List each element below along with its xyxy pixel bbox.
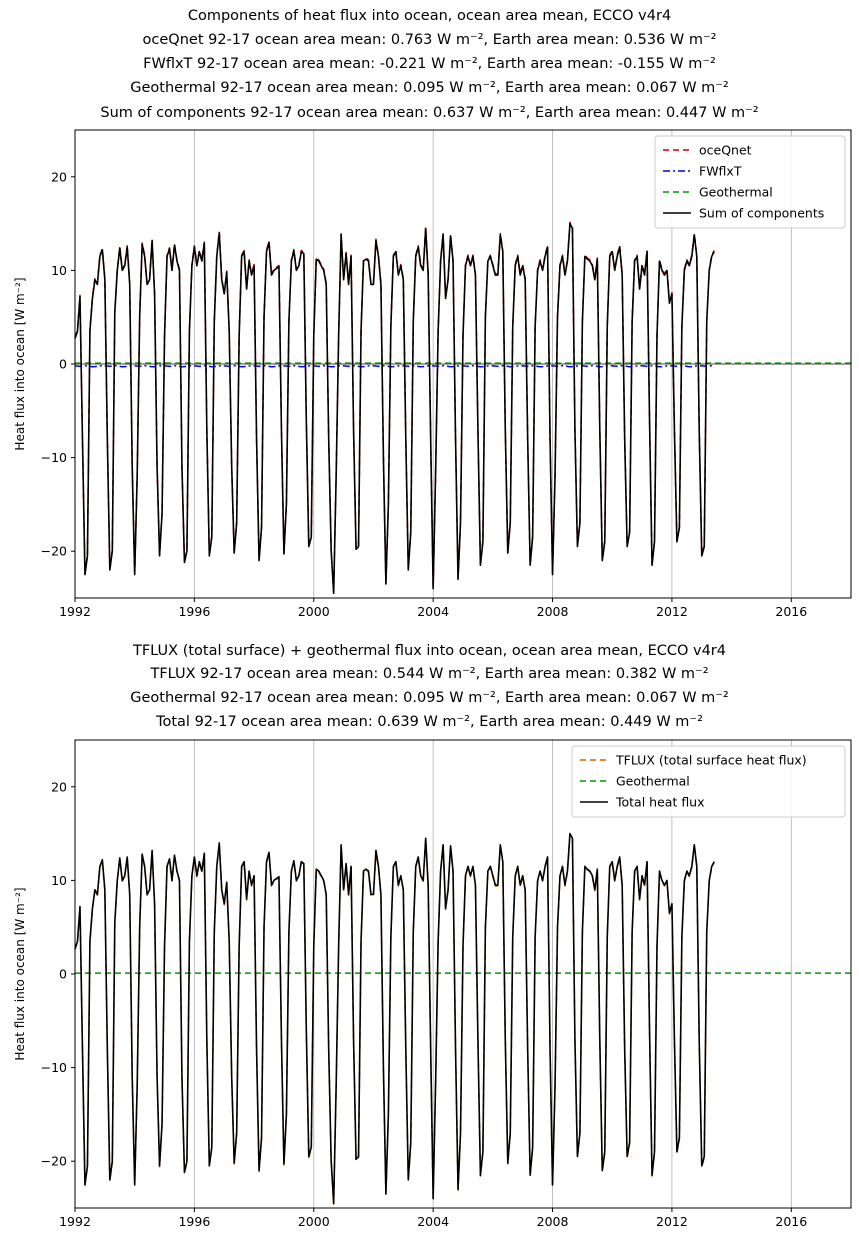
chart2-y-tick-label: 20 — [51, 779, 67, 794]
chart1-x-tick-label: 2000 — [298, 604, 330, 619]
chart1-title-line-4: Geothermal 92-17 ocean area mean: 0.095 … — [130, 80, 729, 96]
chart2-x-tick-label: 2012 — [656, 1214, 688, 1229]
chart2-series-total-heat-flux — [74, 832, 715, 1205]
chart1-x-tick-label: 1996 — [178, 604, 210, 619]
chart1-legend-frame — [654, 135, 846, 229]
chart1-y-tick-label: 0 — [59, 357, 67, 372]
chart1-plot: 1992 1996 2000 2004 2008 2012 2016 −20 −10 0 10 20 H… — [13, 129, 852, 619]
chart1-y-tick-label: −10 — [41, 450, 67, 465]
chart2-y-axis-label: Heat flux into ocean [W m⁻²] — [13, 887, 27, 1060]
chart2-legend: TFLUX (total surface heat flux) Geotherma… — [571, 745, 846, 818]
chart2-x-tick-label: 2008 — [537, 1214, 569, 1229]
chart2-series-tflux-total-surface-heat-flux- — [74, 833, 715, 1205]
chart2-legend-frame — [571, 745, 846, 818]
chart1-legend-label: oceQnet — [699, 143, 752, 158]
chart1-legend-label: FWflxT — [699, 164, 742, 179]
chart2-legend-label: TFLUX (total surface heat flux) — [615, 753, 807, 768]
chart1-series-fwflxt — [74, 364, 715, 368]
chart1-x-tick-label: 2004 — [417, 604, 449, 619]
chart1-x-tick-label: 2016 — [775, 604, 807, 619]
chart2-title-line-2: TFLUX 92-17 ocean area mean: 0.544 W m⁻²… — [150, 666, 709, 682]
chart1-legend: oceQnet FWflxT Geothermal Sum of components — [654, 135, 846, 229]
chart2-x-tick-label: 2004 — [417, 1214, 449, 1229]
chart1-legend-label: Geothermal — [699, 185, 773, 200]
chart2-legend-label: Geothermal — [616, 774, 690, 789]
chart2-title-line-1: TFLUX (total surface) + geothermal flux … — [132, 643, 726, 659]
chart2-title-line-4: Total 92-17 ocean area mean: 0.639 W m⁻²… — [156, 714, 703, 730]
chart1-y-axis-label: Heat flux into ocean [W m⁻²] — [13, 277, 27, 450]
chart1-x-tick-label: 2008 — [537, 604, 569, 619]
chart2-x-tick-label: 1992 — [59, 1214, 91, 1229]
chart1-legend-label: Sum of components — [699, 206, 824, 221]
chart1-title-line-3: FWflxT 92-17 ocean area mean: -0.221 W m… — [143, 56, 716, 72]
chart2-y-tick-label: 0 — [59, 967, 67, 982]
chart1-title-line-1: Components of heat flux into ocean, ocea… — [187, 8, 672, 24]
chart1-x-tick-label: 1992 — [59, 604, 91, 619]
chart2-plot-area — [74, 740, 851, 1208]
chart1-series-sum-of-components — [74, 222, 715, 595]
chart2-legend-label: Total heat flux — [615, 795, 705, 810]
chart2-x-tick-label: 1996 — [178, 1214, 210, 1229]
chart1-title-line-2: oceQnet 92-17 ocean area mean: 0.763 W m… — [142, 32, 717, 48]
chart2-x-tick-label: 2016 — [775, 1214, 807, 1229]
chart2-y-tick-label: −10 — [41, 1060, 67, 1075]
chart2-title-line-3: Geothermal 92-17 ocean area mean: 0.095 … — [130, 690, 729, 706]
chart1-y-tick-label: 10 — [51, 263, 67, 278]
chart1-title-line-5: Sum of components 92-17 ocean area mean:… — [100, 105, 759, 121]
chart1-x-tick-label: 2012 — [656, 604, 688, 619]
chart2-x-tick-label: 2000 — [298, 1214, 330, 1229]
chart1-y-tick-label: −20 — [41, 544, 67, 559]
chart1-y-tick-label: 20 — [51, 169, 67, 184]
chart2-y-tick-label: −20 — [41, 1154, 67, 1169]
chart2-y-tick-label: 10 — [51, 873, 67, 888]
